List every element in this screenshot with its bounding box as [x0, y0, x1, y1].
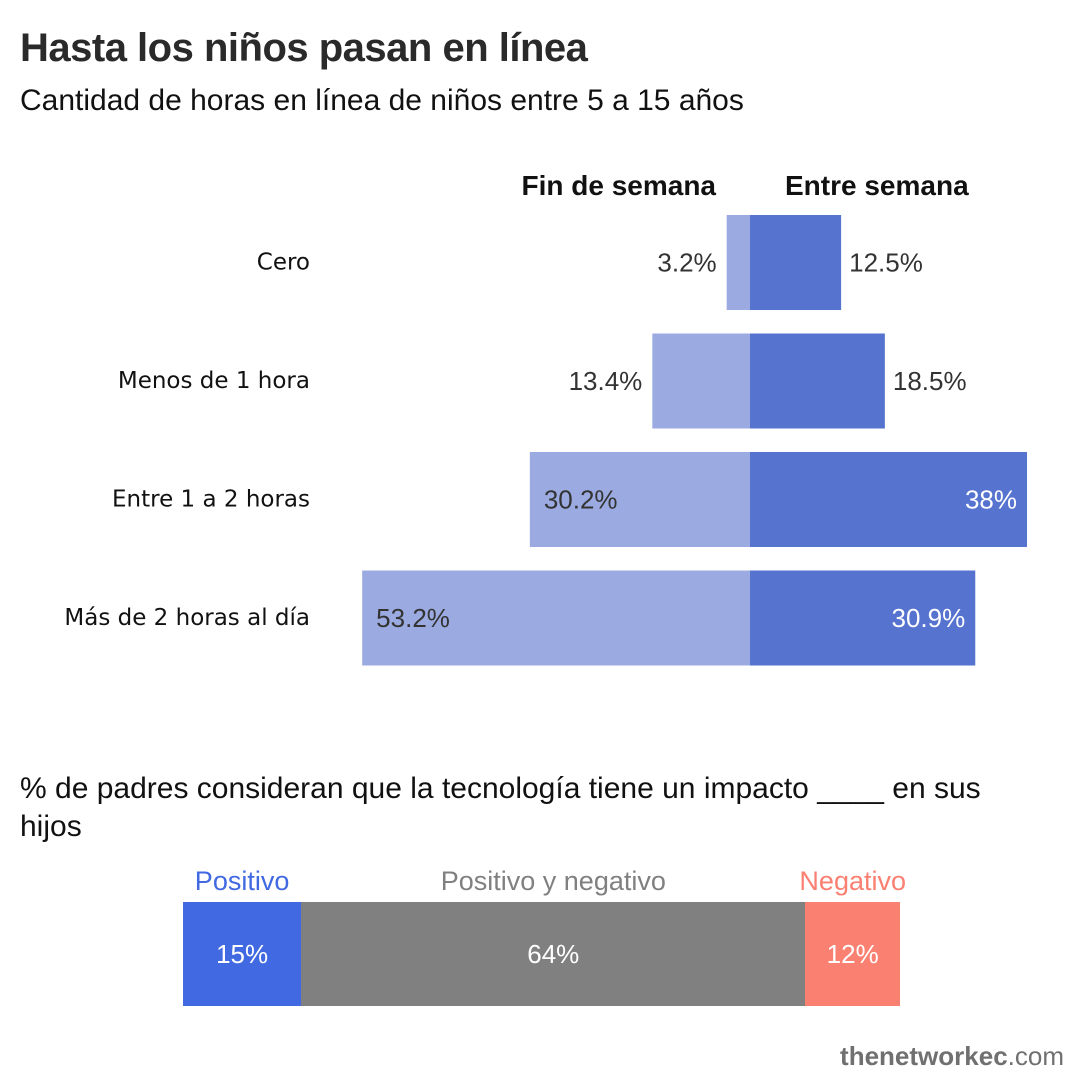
- category-label-entre-1-a-2-horas: Entre 1 a 2 horas: [112, 487, 310, 513]
- bar-weekday-mas-de-2-horas-al-dia: [750, 570, 976, 666]
- impact-question: % de padres consideran que la tecnología…: [20, 772, 981, 843]
- bar-weekday-menos-de-1-hora: [750, 333, 885, 429]
- impact-value-positive: 15%: [216, 938, 269, 969]
- bar-weekend-entre-1-a-2-horas: [529, 452, 750, 547]
- category-label-mas-de-2-horas-al-dia: Más de 2 horas al día: [64, 605, 310, 631]
- value-weekday-cero: 12.5%: [849, 248, 923, 278]
- category-label-cero: Cero: [257, 250, 310, 276]
- impact-segment-mixed: 64%: [301, 902, 806, 1006]
- impact-segment-negative: 12%: [805, 902, 900, 1006]
- chart-subtitle: Cantidad de horas en línea de niños entr…: [20, 84, 744, 117]
- impact-value-mixed: 64%: [527, 938, 580, 969]
- bar-weekend-menos-de-1-hora: [652, 333, 750, 429]
- credit-domain: thenetworkec: [840, 1041, 1008, 1071]
- value-weekend-mas-de-2-horas-al-dia: 53.2%: [376, 603, 450, 633]
- bar-weekend-cero: [726, 215, 750, 310]
- impact-label-mixed: Positivo y negativo: [440, 866, 666, 896]
- chart-title: Hasta los niños pasan en línea: [20, 26, 588, 70]
- value-weekday-menos-de-1-hora: 18.5%: [893, 366, 967, 396]
- value-weekday-entre-1-a-2-horas: 38%: [965, 485, 1017, 515]
- value-weekend-cero: 3.2%: [657, 248, 716, 278]
- impact-label-positive: Positivo: [194, 866, 290, 896]
- impact-stacked-bar: 15% 64% 12%: [183, 902, 900, 1006]
- hours-diverging-bar-chart: Cero 3.2% 12.5% Menos de 1 hora 13.4% 18.5% En…: [64, 215, 1028, 666]
- impact-label-negative: Negativo: [799, 866, 907, 896]
- value-weekend-entre-1-a-2-horas: 30.2%: [544, 485, 618, 515]
- source-credit: thenetworkec.com: [840, 1041, 1064, 1072]
- legend-weekday: Entre semana: [785, 170, 969, 201]
- bar-weekend-mas-de-2-horas-al-dia: [362, 570, 750, 666]
- bar-weekday-entre-1-a-2-horas: [750, 452, 1028, 547]
- bar-weekday-cero: [750, 215, 842, 310]
- credit-tld: .com: [1007, 1041, 1064, 1071]
- legend-weekend: Fin de semana: [521, 170, 716, 201]
- value-weekend-menos-de-1-hora: 13.4%: [569, 366, 643, 396]
- impact-value-negative: 12%: [826, 938, 879, 969]
- impact-segment-positive: 15%: [183, 902, 302, 1006]
- value-weekday-mas-de-2-horas-al-dia: 30.9%: [892, 603, 966, 633]
- category-label-menos-de-1-hora: Menos de 1 hora: [118, 368, 310, 394]
